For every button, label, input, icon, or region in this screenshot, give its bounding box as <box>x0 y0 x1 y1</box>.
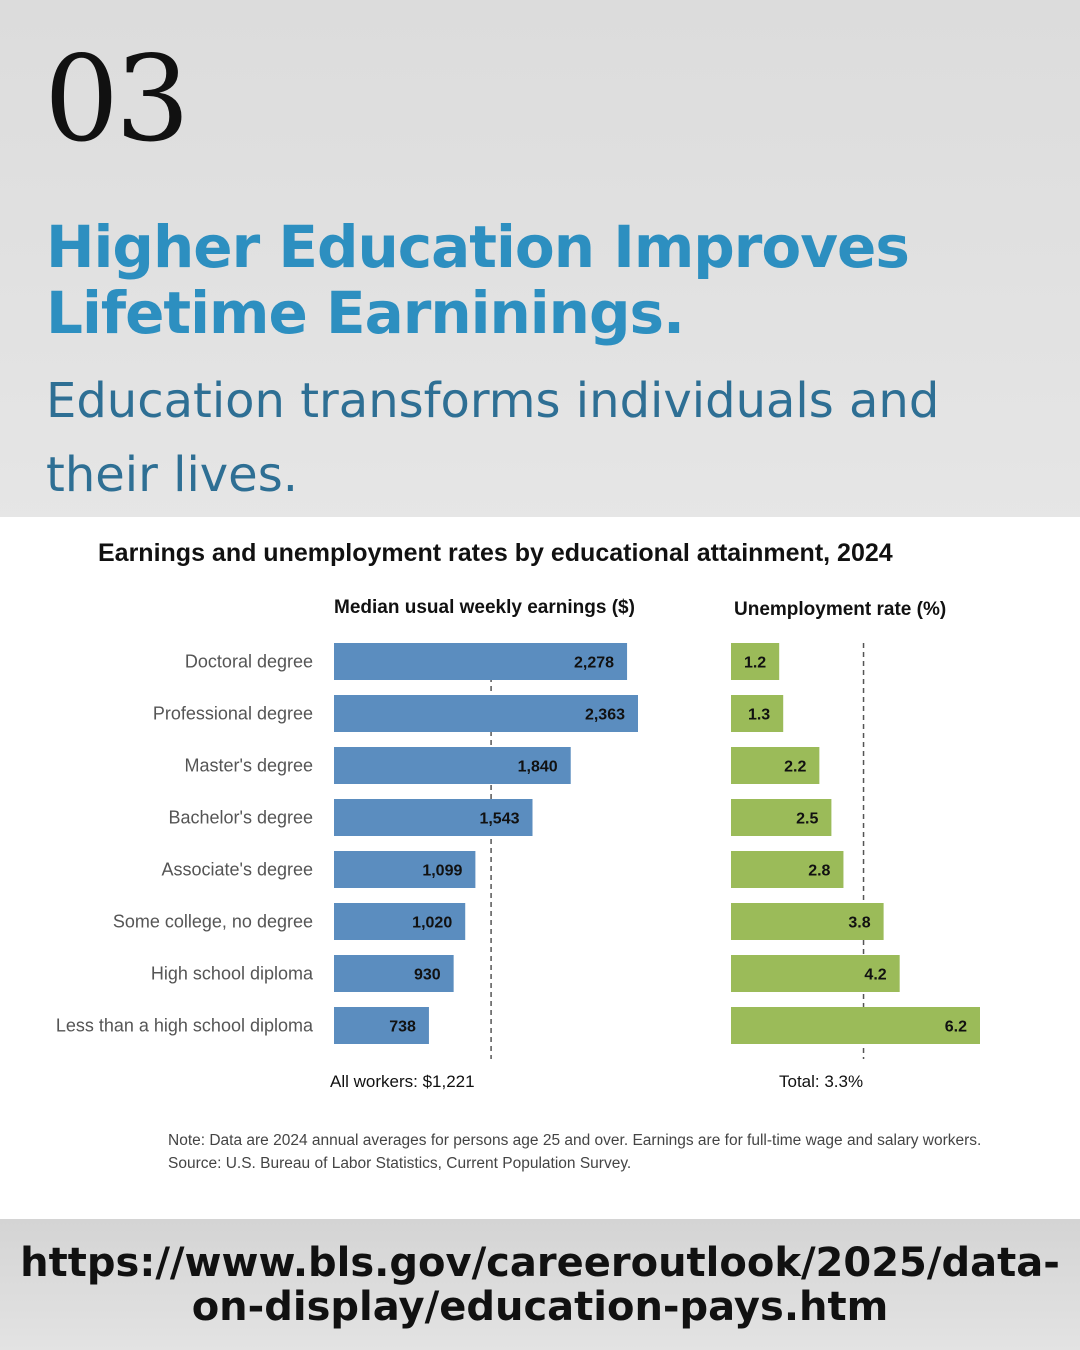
earnings-bar <box>334 747 571 784</box>
category-label: High school diploma <box>151 964 314 984</box>
earnings-value-label: 2,278 <box>574 655 614 672</box>
earnings-value-label: 738 <box>389 1019 416 1036</box>
unemployment-bar <box>731 955 900 992</box>
category-label: Bachelor's degree <box>168 808 313 828</box>
earnings-bar <box>334 643 628 680</box>
unemployment-bar <box>731 643 780 680</box>
earnings-bar <box>334 903 466 940</box>
earnings-bar <box>334 955 454 992</box>
unemployment-value-label: 4.2 <box>864 967 886 984</box>
unemployment-bar <box>731 695 784 732</box>
url-bar: https://www.bls.gov/careeroutlook/2025/d… <box>0 1219 1080 1350</box>
earnings-value-label: 2,363 <box>585 707 625 724</box>
unemployment-bar <box>731 903 884 940</box>
category-label: Some college, no degree <box>113 912 313 932</box>
unemployment-bar <box>731 799 832 836</box>
slide-number: 03 <box>44 30 190 168</box>
category-label: Doctoral degree <box>185 652 313 672</box>
chart-card: Earnings and unemployment rates by educa… <box>0 517 1080 1219</box>
unemployment-value-label: 2.8 <box>808 863 830 880</box>
category-label: Less than a high school diploma <box>56 1016 314 1036</box>
chart-title: Earnings and unemployment rates by educa… <box>98 539 893 567</box>
earnings-panel-title: Median usual weekly earnings ($) <box>334 597 635 618</box>
unemployment-value-label: 1.3 <box>748 707 770 724</box>
earnings-reference-label: All workers: $1,221 <box>330 1072 475 1091</box>
earnings-value-label: 1,840 <box>518 759 558 776</box>
chart-note-block: Note: Data are 2024 annual averages for … <box>168 1129 1008 1175</box>
unemployment-bar <box>731 851 844 888</box>
chart-note: Note: Data are 2024 annual averages for … <box>168 1132 982 1149</box>
unemployment-value-label: 6.2 <box>945 1019 967 1036</box>
chart-svg: Earnings and unemployment rates by educa… <box>56 539 980 1091</box>
unemployment-reference-label: Total: 3.3% <box>779 1072 863 1091</box>
unemployment-bar <box>731 747 820 784</box>
earnings-value-label: 1,543 <box>479 811 519 828</box>
category-label: Professional degree <box>153 704 313 724</box>
earnings-value-label: 930 <box>414 967 441 984</box>
unemployment-value-label: 1.2 <box>744 655 766 672</box>
unemployment-bar <box>731 1007 980 1044</box>
earnings-bar <box>334 799 533 836</box>
chart-source: Source: U.S. Bureau of Labor Statistics,… <box>168 1155 632 1172</box>
unemployment-value-label: 2.5 <box>796 811 818 828</box>
category-label: Associate's degree <box>161 860 313 880</box>
subhead: Education transforms individuals and the… <box>46 373 940 503</box>
unemployment-panel-title: Unemployment rate (%) <box>734 599 946 620</box>
earnings-value-label: 1,099 <box>422 863 462 880</box>
earnings-bar <box>334 695 638 732</box>
earnings-value-label: 1,020 <box>412 915 452 932</box>
unemployment-value-label: 3.8 <box>848 915 870 932</box>
earnings-bar <box>334 1007 429 1044</box>
earnings-bar <box>334 851 476 888</box>
category-label: Master's degree <box>185 756 314 776</box>
source-url[interactable]: https://www.bls.gov/careeroutlook/2025/d… <box>20 1239 1060 1330</box>
unemployment-value-label: 2.2 <box>784 759 806 776</box>
headline: Higher Education Improves Lifetime Earni… <box>46 213 910 347</box>
